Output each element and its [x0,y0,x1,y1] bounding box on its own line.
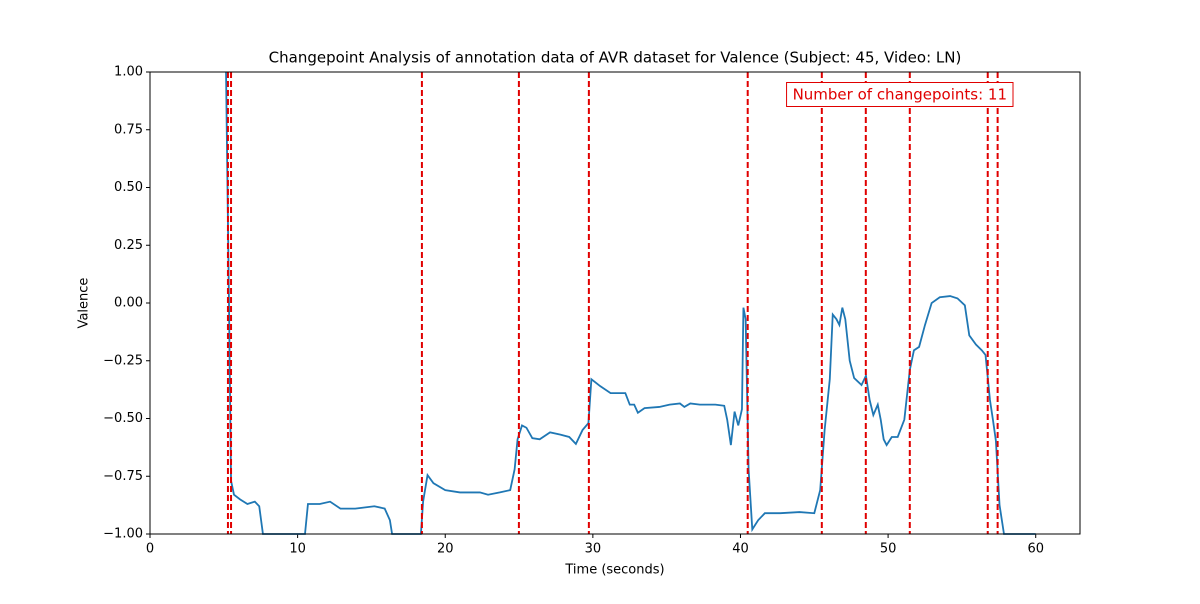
y-tick-label: −1.00 [103,527,143,542]
y-tick-label: 1.00 [114,65,143,80]
x-tick-label: 0 [146,542,154,557]
annotation: Number of changepoints: 11 [793,86,1007,104]
plot-frame [149,71,1081,535]
x-tick-label: 30 [585,542,602,557]
y-tick-label: −0.50 [103,411,143,426]
x-axis-label: Time (seconds) [564,563,664,578]
y-axis-label: Valence [77,278,92,329]
y-tick-label: −0.25 [103,353,143,368]
x-tick-label: 40 [732,542,749,557]
data-line [225,71,1036,535]
annotation-box [786,82,1014,107]
x-tick-label: 50 [880,542,897,557]
x-tick-label: 10 [289,542,306,557]
x-tick-label: 60 [1027,542,1044,557]
y-tick-label: 0.00 [114,296,143,311]
y-tick-label: −0.75 [103,469,143,484]
chart-title: Changepoint Analysis of annotation data … [269,49,962,67]
y-tick-label: 0.75 [114,122,143,137]
y-tick-label: 0.50 [114,180,143,195]
y-tick-label: 0.25 [114,238,143,253]
x-tick-label: 20 [437,542,454,557]
